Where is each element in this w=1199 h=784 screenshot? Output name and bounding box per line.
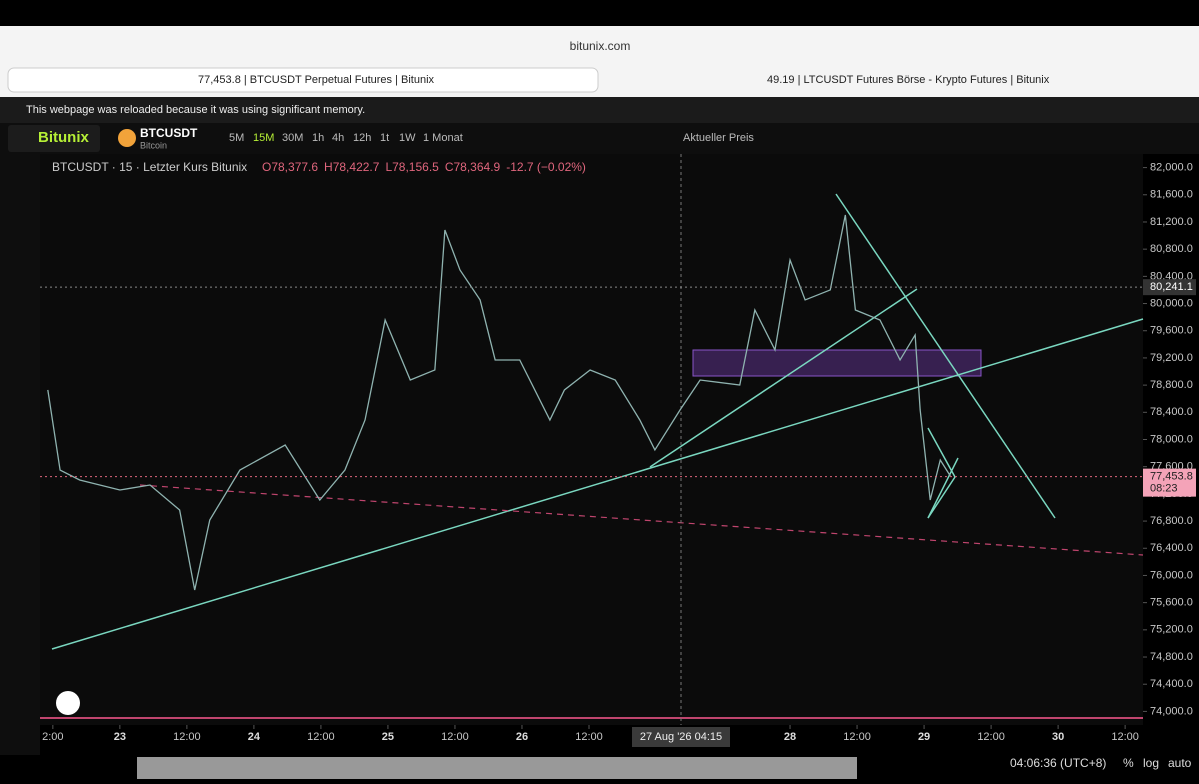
y-tick-label: 79,200.0 [1150, 352, 1193, 364]
tab[interactable] [7, 67, 599, 93]
notice-bar [0, 97, 1199, 123]
clock: 04:06:36 (UTC+8) [1010, 756, 1106, 770]
countdown: 08:23 [1150, 483, 1178, 495]
symbol[interactable]: BTCUSDT [140, 126, 198, 140]
interval[interactable]: 30M [282, 132, 303, 144]
interval[interactable]: 1t [380, 132, 389, 144]
y-tick-label: 74,400.0 [1150, 678, 1193, 690]
tv-logo [56, 691, 80, 715]
interval[interactable]: 15M [253, 132, 274, 144]
x-tick-label: 28 [784, 731, 796, 743]
ohlc: -12.7 (−0.02%) [506, 160, 586, 174]
y-tick-label: 75,600.0 [1150, 597, 1193, 609]
x-tick-label: 23 [114, 731, 126, 743]
trendline [835, 193, 1056, 519]
y-tick-label: 82,000.0 [1150, 162, 1193, 174]
price-tag-label: 80,241.1 [1150, 281, 1193, 293]
notice: This webpage was reloaded because it was… [26, 104, 365, 116]
tab-title[interactable]: 49.19 | LTCUSDT Futures Börse - Krypto F… [767, 74, 1050, 86]
zone-box [692, 349, 982, 377]
x-tick-label: 12:00 [441, 731, 469, 743]
y-tick-label: 78,000.0 [1150, 433, 1193, 445]
ohlc: L78,156.5 [385, 160, 439, 174]
axis-option[interactable]: log [1143, 756, 1159, 770]
axis-option[interactable]: auto [1168, 756, 1192, 770]
x-tick-label: 24 [248, 731, 261, 743]
y-tick-label: 79,600.0 [1150, 325, 1193, 337]
price-tag [1143, 279, 1196, 296]
toolbar [0, 123, 1199, 154]
symbol-name: Bitcoin [140, 140, 167, 150]
tool-column [0, 154, 40, 755]
crosshair-label: 27 Aug '26 04:15 [640, 731, 722, 743]
x-tick-label: 25 [382, 731, 394, 743]
y-tick-label: 78,400.0 [1150, 406, 1193, 418]
y-tick-label: 80,800.0 [1150, 243, 1193, 255]
y-tick-label: 74,000.0 [1150, 705, 1193, 717]
axis-option[interactable]: % [1123, 756, 1134, 770]
x-tick-label: 12:00 [307, 731, 335, 743]
dashed-line [139, 484, 1144, 556]
triangle [927, 457, 959, 519]
scrollbar[interactable] [137, 757, 857, 779]
interval[interactable]: 1h [312, 132, 324, 144]
y-tick-label: 76,400.0 [1150, 542, 1193, 554]
x-tick-label: 30 [1052, 731, 1064, 743]
ohlc: O78,377.6 [262, 160, 318, 174]
y-tick-label: 76,000.0 [1150, 569, 1193, 581]
trendline [649, 288, 918, 468]
ohlc: H78,422.7 [324, 160, 380, 174]
ohlc: C78,364.9 [445, 160, 501, 174]
price-tag-label: 77,453.8 [1150, 471, 1193, 483]
y-tick-label: 81,200.0 [1150, 216, 1193, 228]
price-mode[interactable]: Aktueller Preis [683, 132, 754, 144]
trendline [51, 318, 1144, 650]
y-tick-label: 81,600.0 [1150, 189, 1193, 201]
x-tick-label: 12:00 [173, 731, 201, 743]
crosshair-box [632, 727, 730, 747]
price-tag [1143, 468, 1196, 497]
y-tick-label: 75,200.0 [1150, 624, 1193, 636]
chart-title: BTCUSDT · 15 · Letzter Kurs Bitunix [52, 160, 247, 174]
interval[interactable]: 5M [229, 132, 244, 144]
y-tick-label: 76,800.0 [1150, 515, 1193, 527]
plot-area [40, 154, 1143, 725]
interval[interactable]: 12h [353, 132, 371, 144]
x-tick-label: 26 [516, 731, 528, 743]
coin-icon [118, 129, 136, 147]
interval[interactable]: 1 Monat [423, 132, 463, 144]
x-tick-label: 12:00 [575, 731, 603, 743]
interval[interactable]: 1W [399, 132, 416, 144]
interval[interactable]: 4h [332, 132, 344, 144]
brand[interactable]: Bitunix [38, 129, 89, 146]
x-tick-label: 2:00 [42, 731, 63, 743]
y-tick-label: 74,800.0 [1150, 651, 1193, 663]
y-tick-label: 78,800.0 [1150, 379, 1193, 391]
x-tick-label: 12:00 [977, 731, 1005, 743]
brand-box [8, 125, 100, 152]
url[interactable]: bitunix.com [570, 39, 631, 53]
tab-title[interactable]: 77,453.8 | BTCUSDT Perpetual Futures | B… [198, 74, 435, 86]
x-tick-label: 12:00 [843, 731, 871, 743]
price-line [47, 214, 951, 591]
y-tick-label: 80,000.0 [1150, 297, 1193, 309]
x-tick-label: 29 [918, 731, 930, 743]
x-tick-label: 12:00 [1111, 731, 1139, 743]
